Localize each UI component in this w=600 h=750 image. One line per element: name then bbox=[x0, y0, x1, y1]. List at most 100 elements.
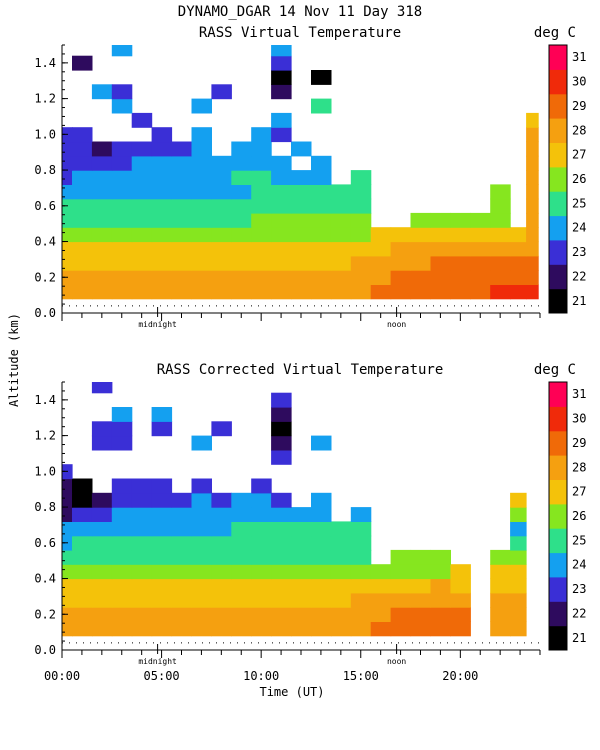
temperature-cell bbox=[111, 155, 133, 171]
temperature-cell bbox=[131, 621, 153, 637]
temperature-cell bbox=[291, 255, 312, 271]
temperature-cell bbox=[251, 184, 272, 200]
temperature-cell bbox=[490, 241, 511, 257]
temperature-cell bbox=[251, 621, 272, 637]
temperature-cell bbox=[131, 607, 153, 622]
temperature-cell bbox=[410, 227, 431, 243]
temperature-cell bbox=[311, 492, 332, 508]
temperature-cell bbox=[231, 141, 252, 157]
temperature-cell bbox=[311, 184, 332, 200]
temperature-cell bbox=[191, 255, 212, 271]
temperature-cell bbox=[390, 621, 412, 637]
colorbar-frame bbox=[548, 381, 568, 651]
temperature-cell bbox=[72, 507, 93, 522]
temperature-cell bbox=[390, 227, 412, 243]
temperature-cell bbox=[72, 549, 93, 565]
y-tick-label: 0.6 bbox=[34, 536, 56, 550]
temperature-cell bbox=[350, 184, 372, 200]
temperature-cell bbox=[510, 607, 527, 622]
temperature-cell bbox=[131, 112, 153, 128]
temperature-cell bbox=[72, 521, 93, 537]
temperature-cell bbox=[450, 607, 471, 622]
temperature-cell bbox=[526, 270, 539, 285]
temperature-cell bbox=[291, 141, 312, 157]
temperature-cell bbox=[151, 492, 173, 508]
temperature-cell bbox=[111, 421, 133, 437]
y-tick-label: 1.0 bbox=[34, 127, 56, 141]
temperature-cell bbox=[191, 198, 212, 214]
y-tick-label: 1.2 bbox=[34, 92, 56, 106]
temperature-cell bbox=[271, 564, 292, 580]
temperature-cell bbox=[311, 521, 332, 537]
temperature-cell bbox=[171, 270, 192, 285]
colorbar-swatch bbox=[549, 191, 567, 217]
temperature-cell bbox=[510, 270, 527, 285]
temperature-cell bbox=[450, 284, 471, 300]
temperature-cell bbox=[211, 492, 232, 508]
temperature-cell bbox=[91, 421, 113, 437]
temperature-cell bbox=[350, 621, 372, 637]
temperature-cell bbox=[171, 212, 192, 228]
temperature-cell bbox=[211, 270, 232, 285]
colorbar-swatch bbox=[549, 625, 567, 651]
temperature-cell bbox=[271, 392, 292, 408]
temperature-cell bbox=[311, 621, 332, 637]
temperature-cell bbox=[151, 549, 173, 565]
temperature-cell bbox=[72, 227, 93, 243]
temperature-cell bbox=[151, 507, 173, 522]
temperature-cell bbox=[271, 549, 292, 565]
temperature-cell bbox=[271, 621, 292, 637]
temperature-cell bbox=[191, 592, 212, 608]
temperature-cell bbox=[291, 227, 312, 243]
temperature-cell bbox=[311, 170, 332, 185]
temperature-cell bbox=[191, 521, 212, 537]
temperature-cell bbox=[350, 227, 372, 243]
temperature-cell bbox=[72, 184, 93, 200]
temperature-cell bbox=[111, 549, 133, 565]
temperature-cell bbox=[350, 578, 372, 594]
temperature-cell bbox=[430, 212, 451, 228]
y-tick-label: 0.2 bbox=[34, 607, 56, 621]
temperature-cell bbox=[490, 607, 511, 622]
temperature-cell bbox=[251, 492, 272, 508]
temperature-cell bbox=[291, 284, 312, 300]
temperature-cell bbox=[330, 621, 352, 637]
colorbar-label: 21 bbox=[572, 294, 586, 308]
temperature-cell bbox=[271, 421, 292, 437]
temperature-cell bbox=[330, 270, 352, 285]
temperature-cell bbox=[311, 592, 332, 608]
temperature-cell bbox=[271, 535, 292, 551]
temperature-cell bbox=[91, 621, 113, 637]
temperature-cell bbox=[490, 549, 511, 565]
temperature-cell bbox=[191, 478, 212, 494]
temperature-cell bbox=[430, 621, 451, 637]
temperature-cell bbox=[62, 227, 73, 243]
temperature-cell bbox=[350, 507, 372, 522]
temperature-cell bbox=[191, 535, 212, 551]
temperature-cell bbox=[271, 241, 292, 257]
temperature-cell bbox=[291, 241, 312, 257]
temperature-cell bbox=[291, 607, 312, 622]
temperature-cell bbox=[311, 284, 332, 300]
temperature-cell bbox=[211, 84, 232, 100]
temperature-cell bbox=[211, 578, 232, 594]
temperature-cell bbox=[330, 535, 352, 551]
temperature-cell bbox=[490, 255, 511, 271]
temperature-cell bbox=[271, 592, 292, 608]
temperature-cell bbox=[62, 170, 73, 185]
temperature-cell bbox=[470, 212, 491, 228]
temperature-cell bbox=[526, 170, 539, 185]
temperature-cell bbox=[271, 607, 292, 622]
colorbar-label: 23 bbox=[572, 582, 586, 596]
temperature-cell bbox=[171, 492, 192, 508]
colorbar-label: 29 bbox=[572, 436, 586, 450]
temperature-cell bbox=[131, 270, 153, 285]
temperature-cell bbox=[171, 227, 192, 243]
colorbar-swatch bbox=[549, 503, 567, 529]
colorbar-label: 30 bbox=[572, 75, 586, 89]
temperature-cell bbox=[330, 521, 352, 537]
temperature-cell bbox=[231, 284, 252, 300]
marker-label-noon: noon bbox=[387, 657, 406, 666]
temperature-cell bbox=[72, 492, 93, 508]
temperature-cell bbox=[490, 198, 511, 214]
